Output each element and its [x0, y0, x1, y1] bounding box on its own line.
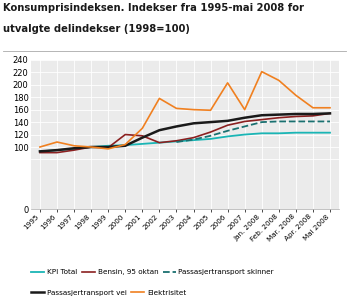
Text: Konsumprisindeksen. Indekser fra 1995-mai 2008 for: Konsumprisindeksen. Indekser fra 1995-ma… — [3, 3, 304, 13]
Text: utvalgte delindekser (1998=100): utvalgte delindekser (1998=100) — [3, 24, 190, 34]
Legend: Passasjertransport vei, Elektrisitet: Passasjertransport vei, Elektrisitet — [28, 287, 190, 299]
